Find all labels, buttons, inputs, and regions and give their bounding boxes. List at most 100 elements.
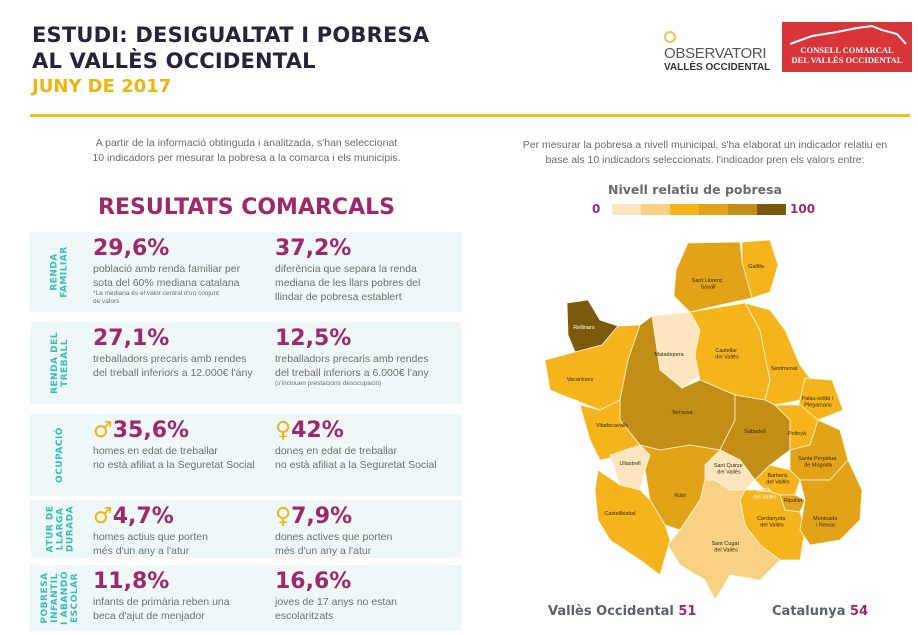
stat-note: *La mediana és el valor central d'un con… xyxy=(93,290,219,297)
mountain-logo-icon xyxy=(789,24,907,45)
intro-line: Per mesurar la pobresa a nivell municipa… xyxy=(522,139,888,151)
stat-value: 42% xyxy=(291,418,344,443)
municipality-label: Ripollet xyxy=(784,498,803,504)
stat-block: 29,6% població amb renda familiar per sota… xyxy=(93,236,275,306)
municipality-label: Terrassa xyxy=(671,410,693,416)
municipality-label: Castellar del Vallès xyxy=(715,348,739,361)
municipality-label: Vacarisses xyxy=(567,377,594,383)
municipality-label: Polinyà xyxy=(788,431,807,437)
municipality-label: Barberà del Vallès xyxy=(766,473,790,486)
summary-label: Catalunya xyxy=(772,604,846,619)
stat-description: població amb renda familiar per xyxy=(93,263,241,275)
intro-line: base als 10 indicadors seleccionats. l'i… xyxy=(545,154,865,166)
indicator-panel: OCUPACIÓ ♂35,6% homes en edat de treballar… xyxy=(30,414,462,496)
stat-value: 37,2% xyxy=(275,236,352,261)
municipality-label: Cerdanyola del Vallès xyxy=(757,516,787,529)
stat-block: ♂4,7% homes actius que porten més d'un any… xyxy=(93,504,275,558)
stat-block: 16,6% joves de 17 anys no estan escolaritz… xyxy=(275,569,457,623)
stat-description: homes en edat de treballar xyxy=(93,445,218,457)
summary-value: 51 xyxy=(678,604,697,619)
legend-swatch xyxy=(728,204,757,215)
municipality-label: Matadepera xyxy=(654,352,684,358)
stat-block: 12,5% treballadors precaris amb rendes del… xyxy=(275,326,457,388)
logo-obs-line2: VALLÈS OCCIDENTAL xyxy=(664,62,771,73)
female-icon: ♀ xyxy=(275,504,292,529)
legend-swatch xyxy=(641,204,670,215)
municipality-label: Sentmenat xyxy=(771,366,798,372)
municipality-sant-llorenc-savall[interactable] xyxy=(673,241,753,313)
legend-swatch xyxy=(699,204,728,215)
municipality-label: Sabadell xyxy=(744,429,765,435)
municipality-sant-cugat-del-valles[interactable] xyxy=(667,479,781,601)
stat-block: ♂35,6% homes en edat de treballar no està … xyxy=(93,418,275,472)
stat-description: dones actives que porten xyxy=(275,531,393,543)
legend-title: Nivell relatiu de pobresa xyxy=(608,182,782,197)
legend-swatch xyxy=(612,204,641,215)
legend-swatch xyxy=(757,204,786,215)
stat-description: beca d'ajut de menjador xyxy=(93,610,205,622)
legend-swatch xyxy=(670,204,699,215)
male-icon: ♂ xyxy=(93,418,113,443)
stat-note: de valors xyxy=(93,298,120,305)
female-icon: ♀ xyxy=(275,418,292,443)
stat-value: 12,5% xyxy=(275,326,352,351)
right-intro: Per mesurar la pobresa a nivell municipa… xyxy=(495,138,915,168)
indicator-panel: RENDA DEL TREBALL 27,1% treballadors preca… xyxy=(30,322,462,404)
municipality-label: Castellbisbal xyxy=(604,511,635,517)
stat-description: homes actius que porten xyxy=(93,531,208,543)
municipality-montcada-i-reixac[interactable] xyxy=(799,459,863,546)
municipality-label: Sant Quirze del Vallès xyxy=(714,463,745,476)
date: JUNY DE 2017 xyxy=(32,76,172,97)
stat-block: ♀7,9% dones actives que porten més d'un an… xyxy=(275,504,457,558)
summary-label: Vallès Occidental xyxy=(548,604,674,619)
stat-description: treballadors precaris amb rendes xyxy=(93,353,247,365)
stat-value: 27,1% xyxy=(93,326,170,351)
municipality-label: Santa Perpètua de Mogoda xyxy=(798,456,838,469)
stat-description: del treball inferiors a 12.000€ l'any xyxy=(93,367,253,379)
indicator-panel: ATUR DE LLARGA DURADA ♂4,7% homes actius q… xyxy=(30,500,462,558)
stat-block: 37,2% diferència que separa la renda media… xyxy=(275,236,457,304)
logo-obs-line1: OBSERVATORI xyxy=(664,45,767,62)
municipality-palau-solita-i-plegamans[interactable] xyxy=(797,377,844,421)
municipality-label: Gallifa xyxy=(748,264,765,270)
intro-line: A partir de la informació obtinguda i an… xyxy=(95,137,398,149)
title-line-2: AL VALLÈS OCCIDENTAL xyxy=(32,49,316,73)
summary-valles: Vallès Occidental 51 xyxy=(548,604,696,620)
summary-catalunya: Catalunya 54 xyxy=(772,604,868,620)
municipality-label: Badia del Vallès xyxy=(753,488,777,501)
municipality-label: Montcada i Reixac xyxy=(813,516,839,529)
stat-description: no està afiliat a la Seguretat Social xyxy=(93,459,255,471)
municipality-label: Sant Llorenç Savall xyxy=(692,278,724,291)
municipality-label: Rubí xyxy=(674,493,686,499)
municipality-label: Ullastrell xyxy=(619,461,640,467)
left-intro: A partir de la informació obtinguda i an… xyxy=(30,136,463,166)
stat-description: dones en edat de treballar xyxy=(275,445,398,457)
stat-value: 35,6% xyxy=(112,418,190,443)
stat-description: llindar de pobresa establert xyxy=(275,291,402,303)
page-title: ESTUDI: DESIGUALTAT I POBRESA AL VALLÈS … xyxy=(32,22,429,74)
stat-value: 7,9% xyxy=(291,504,353,529)
municipality-castellbisbal[interactable] xyxy=(594,469,671,576)
male-icon: ♂ xyxy=(93,504,113,529)
stat-description: del treball inferiors a 6.000€ l'any xyxy=(275,367,429,379)
legend-max: 100 xyxy=(790,202,816,216)
indicator-panel: RENDA FAMILIAR 29,6% població amb renda fa… xyxy=(30,232,462,312)
municipality-label: Rellinars xyxy=(573,325,595,331)
stat-value: 11,8% xyxy=(93,569,170,594)
section-title: RESULTATS COMARCALS xyxy=(98,195,395,220)
consell-comarcal-logo: CONSELL COMARCAL DEL VALLÈS OCCIDENTAL xyxy=(782,22,912,72)
stat-description: escolaritzats xyxy=(275,610,334,622)
legend-min: 0 xyxy=(592,202,601,216)
stat-value: 16,6% xyxy=(275,569,352,594)
municipality-label: Sant Cugat del Vallès xyxy=(711,541,740,554)
stat-description: treballadors precaris amb rendes xyxy=(275,353,429,365)
stat-description: sota del 60% mediana catalana xyxy=(93,277,240,289)
logo-cc-line2: DEL VALLÈS OCCIDENTAL xyxy=(791,55,903,65)
stat-description: més d'un any a l'atur xyxy=(275,545,372,557)
title-line-1: ESTUDI: DESIGUALTAT I POBRESA xyxy=(32,23,430,47)
stat-description: mediana de les llars pobres del xyxy=(275,277,421,289)
municipality-label: Palau-solità i Plegamans xyxy=(801,396,834,409)
summary-value: 54 xyxy=(850,604,869,619)
header-divider xyxy=(30,114,910,117)
